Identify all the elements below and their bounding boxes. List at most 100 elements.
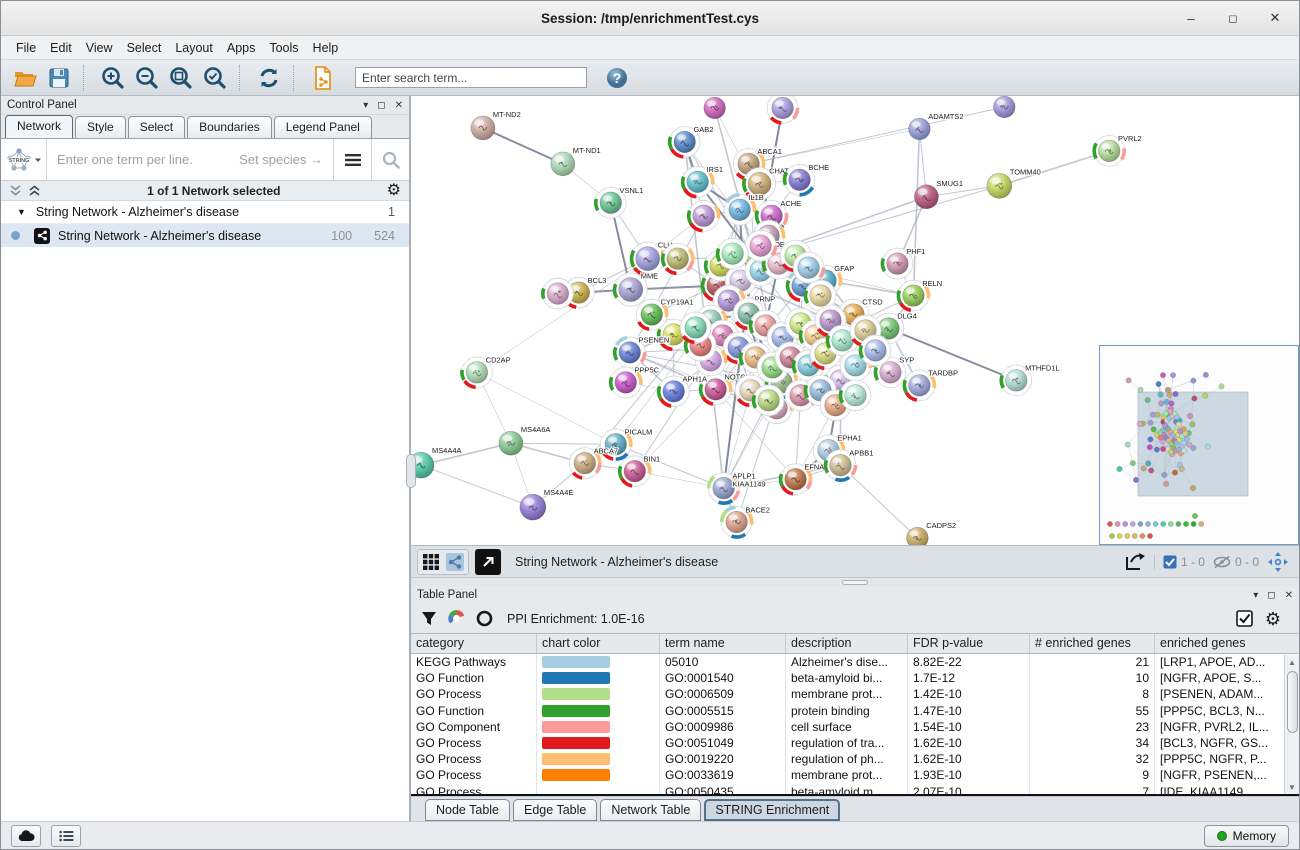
- network-node[interactable]: [993, 96, 1016, 119]
- selected-nodes-checkbox-icon[interactable]: [1163, 555, 1177, 569]
- network-node[interactable]: [783, 378, 818, 413]
- zoom-out-button[interactable]: [131, 63, 163, 93]
- network-view[interactable]: MT-ND2 MT-ND1 VSNL1 GAB2 ADAMTS2 PVRL2 TOMM40 S…: [411, 96, 1299, 546]
- network-node-ppp5c[interactable]: PPP5C: [608, 364, 661, 400]
- expand-all-icon[interactable]: [28, 184, 41, 197]
- hidden-nodes-icon[interactable]: [1213, 555, 1231, 569]
- tab-network[interactable]: Network: [5, 115, 74, 138]
- panel-splitter-handle[interactable]: [406, 454, 416, 488]
- network-node-bace2[interactable]: BACE2: [719, 504, 771, 539]
- column-header-enriched-genes[interactable]: enriched genes: [1160, 636, 1246, 650]
- menu-help[interactable]: Help: [312, 40, 339, 55]
- network-node-vsnl1[interactable]: VSNL1: [593, 185, 644, 220]
- minimize-button[interactable]: –: [1187, 10, 1195, 26]
- network-node-notch1[interactable]: NOTCH1: [698, 371, 756, 407]
- table-row[interactable]: GO Function GO:0005515 protein binding 1.47…: [411, 702, 1299, 719]
- tab-node-table[interactable]: Node Table: [425, 799, 511, 821]
- export-image-icon[interactable]: [1124, 552, 1146, 572]
- cloud-button[interactable]: [11, 824, 41, 847]
- select-all-checkbox-icon[interactable]: [1236, 610, 1253, 627]
- table-row[interactable]: GO Process GO:0050435 beta-amyloid m... 2.0…: [411, 783, 1299, 794]
- table-row[interactable]: GO Component GO:0009986 cell surface 1.54E-…: [411, 718, 1299, 735]
- network-node[interactable]: [751, 383, 786, 418]
- memory-button[interactable]: Memory: [1203, 824, 1289, 847]
- string-search-button[interactable]: [371, 139, 409, 180]
- birdseye-overview[interactable]: [1099, 345, 1299, 545]
- network-node[interactable]: [825, 323, 860, 358]
- network-node-mthfd1l[interactable]: MTHFD1L: [999, 362, 1061, 398]
- network-node[interactable]: [660, 241, 695, 276]
- network-node-picalm[interactable]: PICALM: [598, 426, 653, 461]
- panel-menu-icon[interactable]: ▾: [1253, 589, 1259, 601]
- network-node-psenen[interactable]: PSENEN: [612, 335, 670, 370]
- network-node-mt-nd1[interactable]: MT-ND1: [550, 145, 602, 177]
- network-node[interactable]: [838, 378, 873, 413]
- save-session-button[interactable]: [43, 63, 75, 93]
- tab-network-table[interactable]: Network Table: [600, 799, 702, 821]
- chart-colors-icon[interactable]: [447, 609, 466, 628]
- panel-close-icon[interactable]: ✕: [394, 99, 403, 111]
- table-row[interactable]: GO Process GO:0019220 regulation of ph... 1…: [411, 751, 1299, 768]
- tree-expand-icon[interactable]: ▼: [17, 207, 26, 217]
- open-session-button[interactable]: [9, 63, 41, 93]
- column-header--enriched-genes[interactable]: # enriched genes: [1030, 634, 1155, 653]
- help-button[interactable]: ?: [601, 63, 633, 93]
- network-node-mme[interactable]: MME: [612, 270, 659, 308]
- network-node-ms4a6a[interactable]: MS4A6A: [498, 424, 551, 456]
- table-row[interactable]: KEGG Pathways 05010 Alzheimer's dise... 8.8…: [411, 654, 1299, 671]
- scrollbar-thumb[interactable]: [1286, 671, 1298, 733]
- network-node[interactable]: [791, 250, 826, 285]
- navigator-icon[interactable]: [1267, 551, 1289, 573]
- column-header-category[interactable]: category: [411, 634, 537, 653]
- tab-select[interactable]: Select: [127, 116, 186, 138]
- network-node-gab2[interactable]: GAB2: [667, 124, 715, 159]
- panel-float-icon[interactable]: ◻: [1267, 589, 1276, 601]
- menu-apps[interactable]: Apps: [226, 40, 256, 55]
- table-scrollbar[interactable]: ▲ ▼: [1284, 655, 1299, 794]
- network-node[interactable]: [791, 348, 826, 383]
- network-node[interactable]: [541, 276, 575, 311]
- network-node-abca7[interactable]: ABCA7: [568, 445, 619, 480]
- network-node-apbb1[interactable]: APBB1: [823, 447, 875, 482]
- network-node-bche[interactable]: BCHE: [782, 162, 830, 197]
- network-node[interactable]: [678, 310, 713, 345]
- table-row[interactable]: GO Function GO:0001540 beta-amyloid bi... 1…: [411, 670, 1299, 687]
- tab-boundaries[interactable]: Boundaries: [187, 116, 272, 138]
- menu-edit[interactable]: Edit: [50, 40, 72, 55]
- network-from-file-button[interactable]: [307, 63, 339, 93]
- network-node[interactable]: [765, 96, 800, 125]
- table-row[interactable]: GO Process GO:0051049 regulation of tra...…: [411, 734, 1299, 752]
- ring-chart-icon[interactable]: [476, 610, 493, 627]
- tab-string-enrichment[interactable]: STRING Enrichment: [704, 799, 841, 821]
- network-node-smug1[interactable]: SMUG1: [914, 178, 964, 210]
- panel-float-icon[interactable]: ◻: [377, 99, 386, 111]
- network-node[interactable]: [686, 198, 721, 233]
- zoom-fit-button[interactable]: [165, 63, 197, 93]
- panel-close-icon[interactable]: ✕: [1284, 589, 1293, 601]
- zoom-selected-button[interactable]: [199, 63, 231, 93]
- network-node-chat[interactable]: CHAT: [742, 165, 790, 202]
- column-header-description[interactable]: description: [786, 634, 908, 653]
- network-node-tomm40[interactable]: TOMM40: [986, 166, 1042, 199]
- grid-view-icon[interactable]: [422, 553, 440, 571]
- close-button[interactable]: ✕: [1269, 10, 1281, 25]
- menu-view[interactable]: View: [85, 40, 113, 55]
- open-in-window-icon[interactable]: [481, 555, 495, 569]
- network-node[interactable]: [803, 278, 838, 313]
- network-node-pvrl2[interactable]: PVRL2: [1092, 133, 1143, 168]
- string-terms-input[interactable]: [47, 152, 240, 167]
- column-header-fdr-p-value[interactable]: FDR p-value: [908, 634, 1030, 653]
- network-node-cadps2[interactable]: CADPS2: [906, 520, 957, 545]
- network-node-tardbp[interactable]: TARDBP: [902, 367, 959, 403]
- network-node-reln[interactable]: RELN: [896, 278, 943, 313]
- menu-file[interactable]: File: [16, 40, 37, 55]
- scroll-up-icon[interactable]: ▲: [1288, 657, 1296, 667]
- string-options-button[interactable]: [333, 139, 371, 180]
- column-header-chart-color[interactable]: chart color: [537, 634, 660, 653]
- table-row[interactable]: GO Process GO:0006509 membrane prot... 1.42…: [411, 686, 1299, 703]
- network-node-efna5[interactable]: EFNA5: [778, 461, 830, 496]
- gear-icon[interactable]: ⚙: [386, 181, 401, 199]
- network-collection-row[interactable]: ▼ String Network - Alzheimer's disease 1: [1, 201, 409, 224]
- menu-layout[interactable]: Layout: [175, 40, 213, 55]
